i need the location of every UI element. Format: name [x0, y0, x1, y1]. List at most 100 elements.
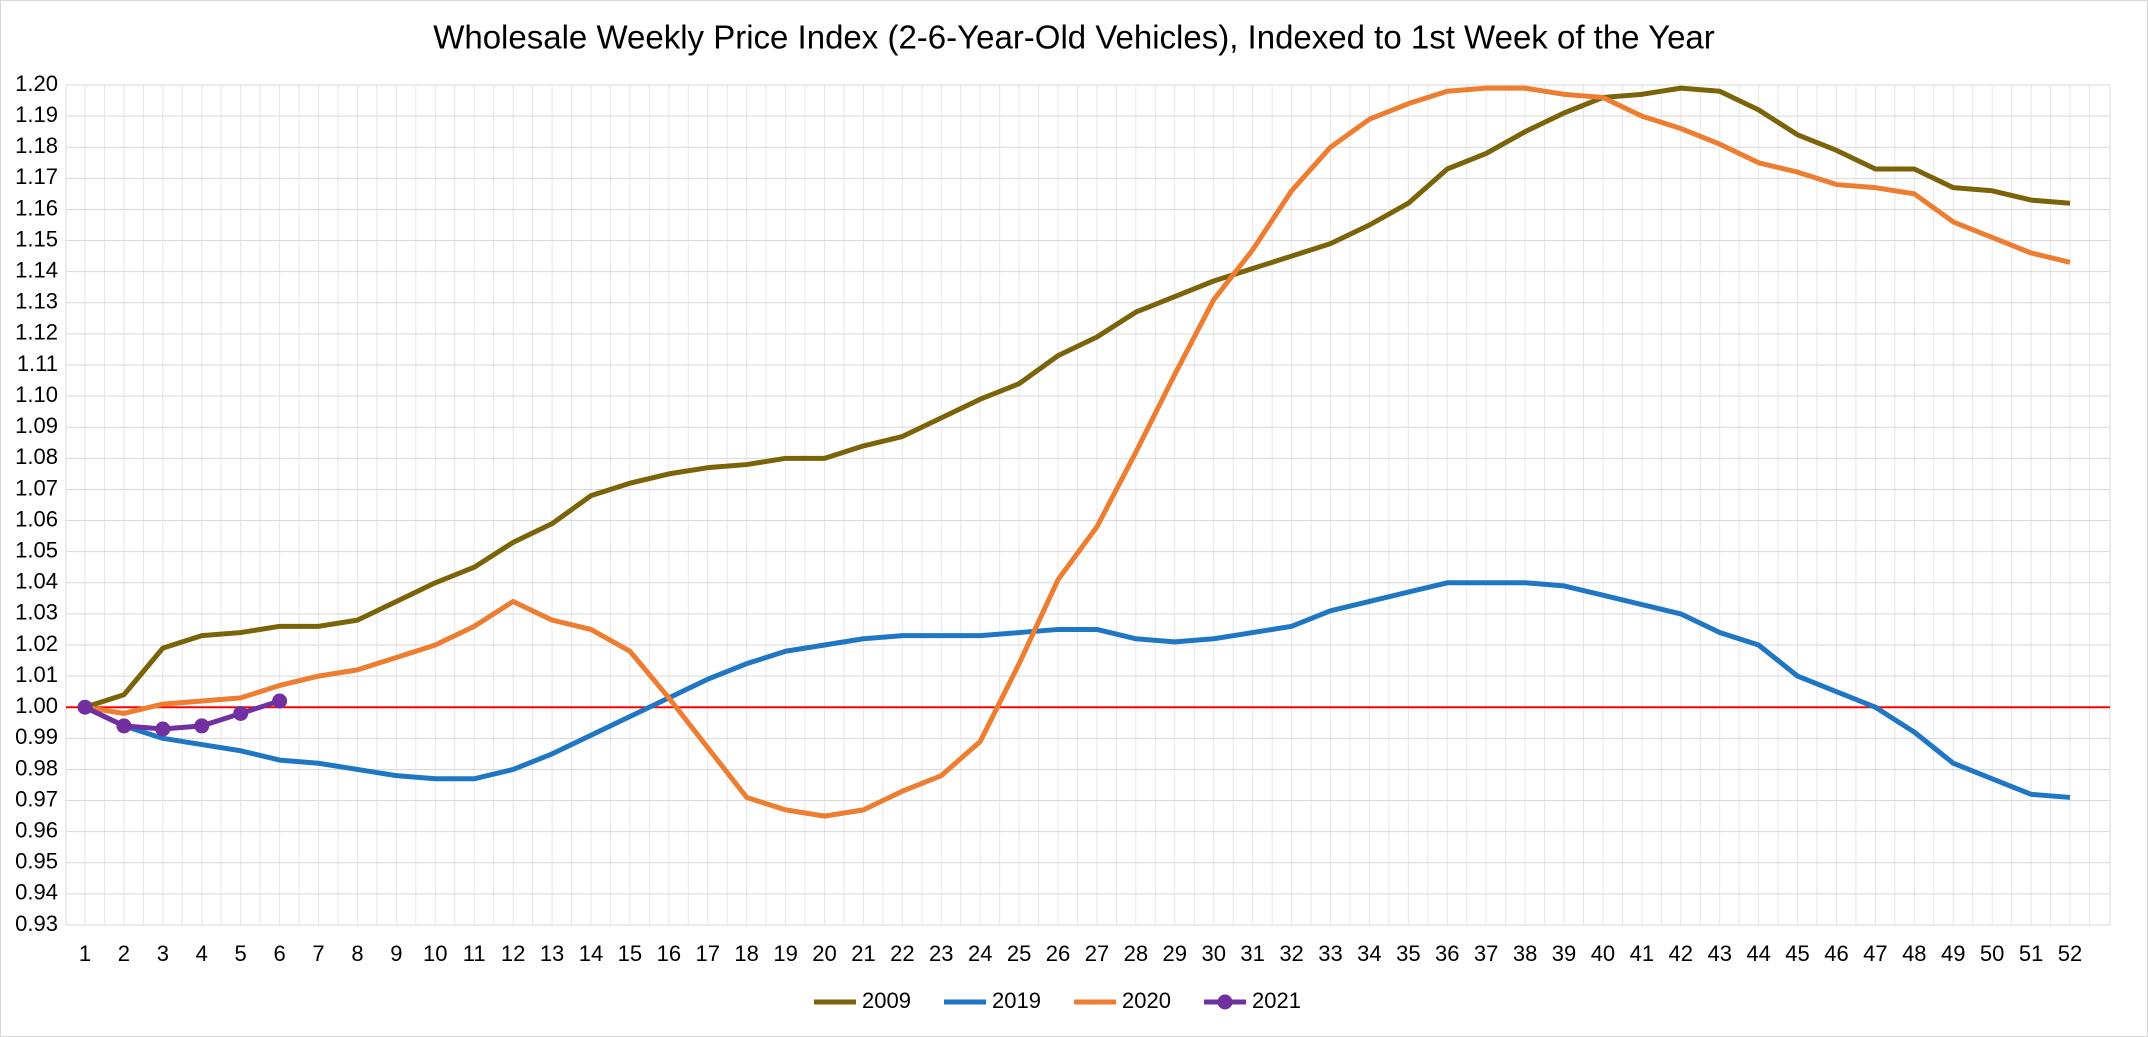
- series-line: [83, 580, 2071, 800]
- x-tick-label: 6: [273, 941, 285, 966]
- x-tick-label: 47: [1863, 941, 1887, 966]
- x-tick-label: 44: [1746, 941, 1770, 966]
- y-tick-label: 1.16: [15, 195, 58, 220]
- x-tick-label: 4: [196, 941, 208, 966]
- x-tick-label: 5: [235, 941, 247, 966]
- x-tick-label: 42: [1669, 941, 1693, 966]
- y-tick-label: 1.04: [15, 569, 58, 594]
- x-tick-label: 37: [1474, 941, 1498, 966]
- x-tick-label: 46: [1824, 941, 1848, 966]
- legend-label: 2020: [1122, 988, 1171, 1013]
- y-tick-label: 1.14: [15, 257, 58, 282]
- x-tick-label: 1: [79, 941, 91, 966]
- point: [233, 705, 249, 721]
- x-tick-label: 20: [812, 941, 836, 966]
- x-tick-label: 26: [1046, 941, 1070, 966]
- x-tick-label: 51: [2019, 941, 2043, 966]
- y-tick-label: 1.00: [15, 693, 58, 718]
- point: [77, 699, 93, 715]
- x-tick-label: 24: [968, 941, 992, 966]
- x-tick-label: 27: [1085, 941, 1109, 966]
- x-tick-label: 16: [657, 941, 681, 966]
- x-tick-label: 33: [1318, 941, 1342, 966]
- y-tick-label: 0.97: [15, 786, 58, 811]
- x-tick-label: 12: [501, 941, 525, 966]
- x-tick-label: 9: [390, 941, 402, 966]
- y-tick-label: 0.96: [15, 817, 58, 842]
- x-tick-label: 29: [1163, 941, 1187, 966]
- y-tick-label: 0.94: [15, 880, 58, 905]
- x-tick-label: 14: [579, 941, 603, 966]
- y-tick-label: 1.12: [15, 320, 58, 345]
- x-tick-label: 49: [1941, 941, 1965, 966]
- legend-marker: [1217, 994, 1233, 1010]
- y-tick-label: 1.08: [15, 444, 58, 469]
- grid: 0.93 0.94 0.95 0.96 0.97 0.98 0.99 1.00 1.01 1.02…: [15, 71, 2111, 966]
- y-tick-label: 1.19: [15, 102, 58, 127]
- point: [155, 721, 171, 737]
- y-tick-label: 0.95: [15, 849, 58, 874]
- y-tick-label: 1.06: [15, 506, 58, 531]
- x-tick-label: 8: [351, 941, 363, 966]
- series-line: [84, 85, 2071, 819]
- x-tick-label: 15: [618, 941, 642, 966]
- y-tick-label: 1.05: [15, 537, 58, 562]
- y-tick-label: 0.98: [15, 755, 58, 780]
- y-tick-label: 0.93: [15, 911, 58, 936]
- x-tick-label: 43: [1707, 941, 1731, 966]
- x-tick-label: 2: [118, 941, 130, 966]
- x-tick-label: 10: [423, 941, 447, 966]
- y-tick-label: 1.17: [15, 164, 58, 189]
- x-tick-label: 25: [1007, 941, 1031, 966]
- y-tick-label: 1.20: [15, 71, 58, 96]
- point: [116, 718, 132, 734]
- x-tick-label: 31: [1240, 941, 1264, 966]
- x-tick-label: 52: [2058, 941, 2082, 966]
- x-tick-label: 36: [1435, 941, 1459, 966]
- plot: [66, 85, 2110, 819]
- plot-frame: [65, 84, 2111, 926]
- y-tick-label: 1.11: [17, 351, 58, 376]
- x-tick-label: 21: [851, 941, 875, 966]
- x-tick-label: 41: [1630, 941, 1654, 966]
- x-tick-label: 3: [157, 941, 169, 966]
- legend: 2009 2019 2020 2021: [814, 988, 1301, 1013]
- y-tick-label: 1.09: [15, 413, 58, 438]
- y-tick-label: 1.03: [15, 600, 58, 625]
- x-tick-label: 34: [1357, 941, 1381, 966]
- y-tick-label: 1.07: [15, 475, 58, 500]
- x-tick-label: 11: [463, 941, 486, 966]
- x-tick-label: 32: [1279, 941, 1303, 966]
- x-tick-label: 19: [773, 941, 797, 966]
- x-tick-label: 23: [929, 941, 953, 966]
- y-tick-label: 1.02: [15, 631, 58, 656]
- chart-title: Wholesale Weekly Price Index (2-6-Year-O…: [433, 19, 1715, 56]
- y-tick-label: 1.15: [15, 226, 58, 251]
- y-tick-label: 1.18: [15, 133, 58, 158]
- series-line: [84, 85, 2071, 710]
- point: [272, 693, 288, 709]
- legend-label: 2019: [992, 988, 1041, 1013]
- y-tick-label: 1.01: [15, 662, 58, 687]
- x-tick-label: 45: [1785, 941, 1809, 966]
- y-tick-label: 1.10: [15, 382, 58, 407]
- x-tick-label: 50: [1980, 941, 2004, 966]
- x-tick-label: 48: [1902, 941, 1926, 966]
- x-tick-label: 7: [312, 941, 324, 966]
- x-tick-label: 17: [696, 941, 720, 966]
- x-tick-label: 35: [1396, 941, 1420, 966]
- x-tick-label: 40: [1591, 941, 1615, 966]
- x-tick-label: 38: [1513, 941, 1537, 966]
- y-tick-label: 0.99: [15, 724, 58, 749]
- x-tick-label: 39: [1552, 941, 1576, 966]
- x-tick-label: 30: [1201, 941, 1225, 966]
- legend-label: 2009: [862, 988, 911, 1013]
- y-tick-label: 1.13: [15, 289, 58, 314]
- x-tick-label: 18: [734, 941, 758, 966]
- point: [194, 718, 210, 734]
- x-tick-label: 28: [1124, 941, 1148, 966]
- x-tick-label: 22: [890, 941, 914, 966]
